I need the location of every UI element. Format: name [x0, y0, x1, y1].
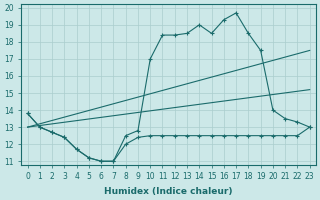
- X-axis label: Humidex (Indice chaleur): Humidex (Indice chaleur): [104, 187, 233, 196]
